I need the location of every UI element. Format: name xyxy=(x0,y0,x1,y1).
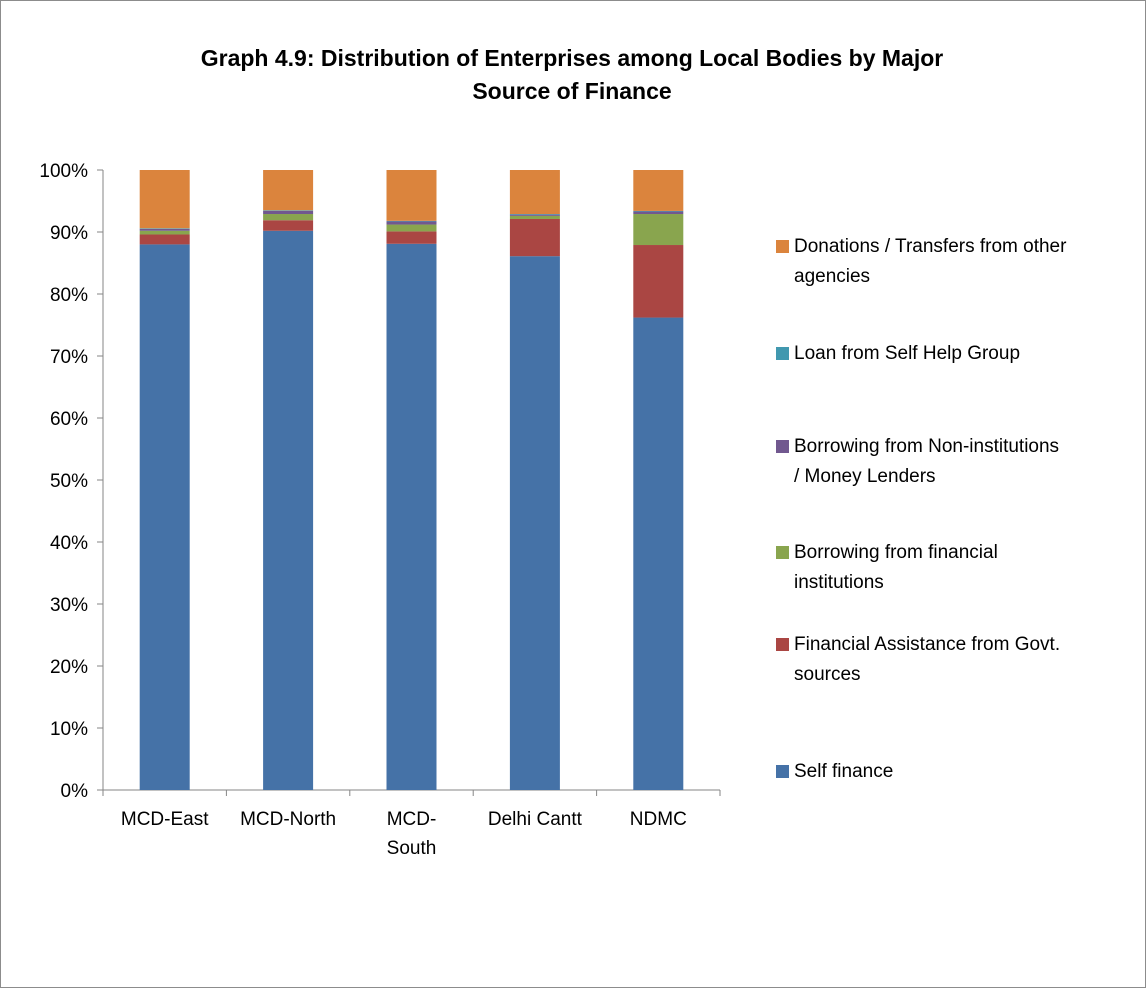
legend-swatch xyxy=(776,240,789,253)
x-category-label: MCD-North xyxy=(240,809,336,830)
bar-segment xyxy=(633,170,684,211)
bar-segment xyxy=(633,210,684,212)
y-tick-label: 10% xyxy=(50,719,88,740)
bar-segment xyxy=(633,214,684,246)
bar-segment xyxy=(386,220,437,222)
chart-title: Graph 4.9: Distribution of Enterprises a… xyxy=(60,42,1084,108)
bar-segment xyxy=(263,220,314,231)
bar-segment xyxy=(386,231,437,244)
bar-segment xyxy=(263,214,314,221)
legend-label: Borrowing from Non-institutions / Money L… xyxy=(794,432,1144,492)
x-category-label: NDMC xyxy=(630,809,687,830)
y-tick-label: 20% xyxy=(50,657,88,678)
bar-segment xyxy=(509,214,560,216)
bar-segment xyxy=(509,170,560,215)
legend-label: Loan from Self Help Group xyxy=(794,339,1144,369)
bar-segment xyxy=(633,245,684,318)
y-tick-label: 80% xyxy=(50,285,88,306)
bar-segment xyxy=(263,230,314,790)
legend-label: Borrowing from financial institutions xyxy=(794,538,1144,598)
bar-segment xyxy=(633,211,684,215)
chart-title-line-2: Source of Finance xyxy=(472,78,672,104)
legend-label: Financial Assistance from Govt. sources xyxy=(794,630,1144,690)
bar-segment xyxy=(263,210,314,215)
bar-segment xyxy=(139,228,190,229)
bar-segment xyxy=(139,244,190,790)
y-tick-label: 60% xyxy=(50,409,88,430)
bar-segment xyxy=(509,218,560,257)
bar-segment xyxy=(633,317,684,790)
y-tick-label: 50% xyxy=(50,471,88,492)
legend-label-line: Borrowing from Non-institutions xyxy=(794,436,1060,457)
legend-swatch xyxy=(776,440,789,453)
bar-segment xyxy=(386,221,437,225)
y-tick-label: 90% xyxy=(50,223,88,244)
bar-segment xyxy=(263,210,314,211)
bar-segment xyxy=(139,230,190,235)
legend-label-line: Loan from Self Help Group xyxy=(794,343,1021,364)
x-category-label: Delhi Cantt xyxy=(488,809,583,830)
legend-label-line: sources xyxy=(794,664,861,685)
legend-swatch xyxy=(776,765,789,778)
legend-label: Donations / Transfers from other agencies xyxy=(794,232,1144,292)
bar-segment xyxy=(386,243,437,790)
bar-segment xyxy=(263,170,314,211)
legend-label-line: Self finance xyxy=(794,761,894,782)
bar-segment xyxy=(509,256,560,790)
bar-segment xyxy=(139,170,190,229)
y-tick-label: 30% xyxy=(50,595,88,616)
legend-swatch xyxy=(776,638,789,651)
legend-label-line: agencies xyxy=(794,266,871,287)
y-tick-label: 40% xyxy=(50,533,88,554)
x-category-label: South xyxy=(387,838,437,859)
x-category-label: MCD-East xyxy=(121,809,209,830)
bar-segment xyxy=(509,214,560,215)
bar-segment xyxy=(386,170,437,221)
legend-label-line: Donations / Transfers from other xyxy=(794,236,1067,257)
legend-label-line: Borrowing from financial xyxy=(794,542,998,563)
bar-segment xyxy=(139,234,190,245)
y-tick-label: 0% xyxy=(61,781,89,802)
legend-swatch xyxy=(776,546,789,559)
bar-segment xyxy=(386,224,437,232)
x-category-label: MCD- xyxy=(387,809,437,830)
legend-label-line: institutions xyxy=(794,572,884,593)
y-tick-label: 100% xyxy=(39,161,88,182)
bar-segment xyxy=(139,228,190,231)
bar-segment xyxy=(509,215,560,219)
chart-title-line-1: Graph 4.9: Distribution of Enterprises a… xyxy=(200,45,944,71)
legend-swatch xyxy=(776,347,789,360)
legend-label: Self finance xyxy=(794,757,1144,787)
y-tick-label: 70% xyxy=(50,347,88,368)
legend-label-line: / Money Lenders xyxy=(794,466,936,487)
legend-label-line: Financial Assistance from Govt. xyxy=(794,634,1061,655)
